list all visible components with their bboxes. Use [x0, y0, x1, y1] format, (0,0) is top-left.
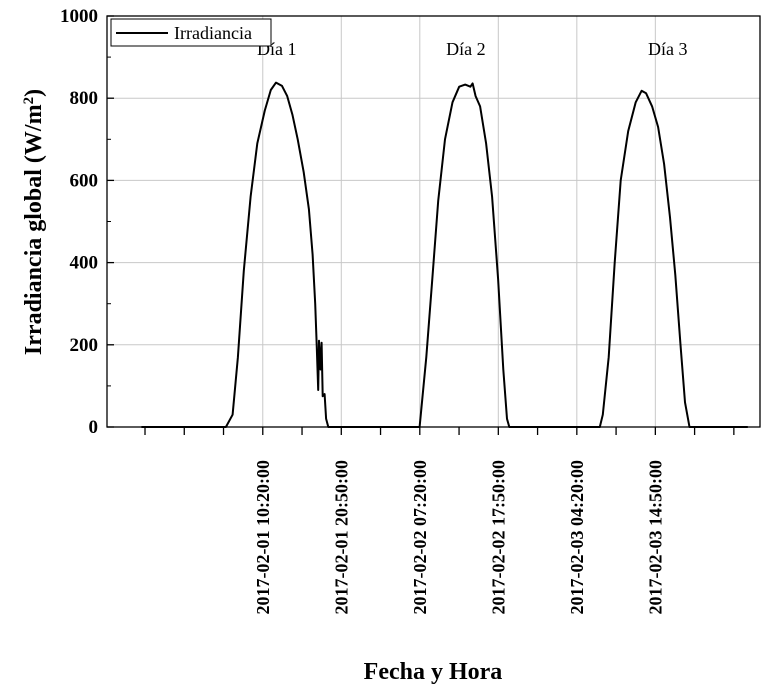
- y-tick-label: 800: [70, 88, 99, 109]
- series-layer: [141, 81, 748, 428]
- x-tick-label: 2017-02-02 17:50:00: [488, 460, 508, 614]
- x-tick-label: 2017-02-02 07:20:00: [410, 460, 430, 614]
- legend-label: Irradiancia: [174, 23, 252, 43]
- legend: Irradiancia: [110, 18, 272, 47]
- y-axis-title-superscript: 2: [21, 97, 37, 105]
- y-axis-title: Irradiancia global (W/m2): [21, 89, 47, 355]
- y-tick-label: 200: [70, 335, 99, 356]
- x-tick-label: 2017-02-01 20:50:00: [331, 460, 351, 614]
- series-line-irradiancia: [141, 81, 748, 428]
- day-label: Día 2: [446, 39, 486, 59]
- y-axis-title-end: ): [21, 89, 47, 97]
- y-tick-label: 600: [70, 170, 99, 191]
- x-axis-title: Fecha y Hora: [364, 659, 503, 685]
- day-label: Día 3: [648, 39, 688, 59]
- y-tick-label: 0: [89, 417, 99, 438]
- y-axis-title-main: Irradiancia global (W/m: [21, 104, 47, 355]
- y-tick-label: 400: [70, 253, 99, 274]
- x-tick-label: 2017-02-03 04:20:00: [567, 460, 587, 614]
- x-axis-ticks: 2017-02-01 10:20:00 2017-02-01 20:50:00 20…: [144, 427, 735, 614]
- x-tick-label: 2017-02-01 10:20:00: [253, 460, 273, 614]
- plot-frame: [106, 15, 761, 428]
- grid-lines: [107, 16, 760, 427]
- x-tick-label: 2017-02-03 14:50:00: [645, 460, 665, 614]
- y-axis-ticks: 0 200 400 600 800 1000: [60, 6, 114, 438]
- y-tick-label: 1000: [60, 6, 98, 27]
- day-annotations: Día 1 Día 2 Día 3: [257, 39, 688, 59]
